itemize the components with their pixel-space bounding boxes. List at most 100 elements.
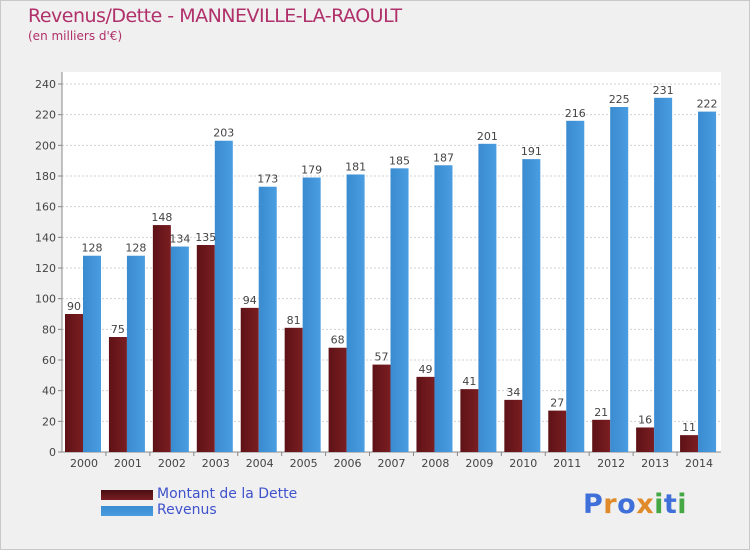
legend-swatch-revenus: [101, 506, 153, 516]
data-label-dette: 27: [550, 397, 564, 410]
data-label-revenus: 231: [653, 84, 674, 97]
bar-revenus: [258, 186, 277, 452]
data-label-dette: 68: [331, 334, 345, 347]
y-tick-label: 60: [42, 354, 56, 367]
x-tick-label: 2008: [421, 457, 449, 470]
bar-dette: [65, 314, 83, 452]
bar-dette: [680, 435, 699, 452]
bar-revenus: [346, 174, 365, 452]
y-tick-label: 80: [42, 323, 56, 336]
data-label-revenus: 173: [257, 173, 278, 186]
x-tick-label: 2004: [246, 457, 274, 470]
y-tick-label: 0: [49, 446, 56, 459]
data-label-revenus: 185: [389, 154, 410, 167]
data-label-revenus: 201: [477, 130, 498, 143]
y-tick-label: 100: [35, 293, 56, 306]
data-label-dette: 135: [195, 231, 216, 244]
bar-dette: [328, 347, 347, 452]
proxiti-logo: Proxiti: [583, 489, 687, 520]
data-label-dette: 148: [151, 211, 172, 224]
x-tick-label: 2001: [114, 457, 142, 470]
y-tick-label: 120: [35, 262, 56, 275]
y-tick-label: 240: [35, 78, 56, 91]
bar-revenus: [698, 111, 717, 452]
bar-dette: [372, 364, 391, 452]
data-label-dette: 81: [287, 314, 301, 327]
bar-dette: [196, 245, 215, 452]
bar-dette: [152, 225, 171, 452]
y-tick-label: 20: [42, 415, 56, 428]
bar-dette: [240, 307, 259, 452]
bar-revenus: [566, 120, 585, 453]
data-label-revenus: 203: [213, 127, 234, 140]
data-label-revenus: 128: [125, 242, 146, 255]
data-label-revenus: 134: [169, 233, 190, 246]
bar-dette: [284, 327, 303, 452]
data-label-revenus: 181: [345, 160, 366, 173]
bar-revenus: [302, 177, 321, 453]
data-label-dette: 16: [638, 413, 652, 426]
x-tick-label: 2002: [158, 457, 186, 470]
x-tick-label: 2011: [553, 457, 581, 470]
x-tick-label: 2007: [378, 457, 406, 470]
bar-dette: [416, 376, 435, 452]
y-tick-label: 220: [35, 109, 56, 122]
x-tick-label: 2012: [597, 457, 625, 470]
bar-revenus: [478, 143, 497, 453]
bar-revenus: [654, 97, 673, 453]
legend-swatch-dette: [101, 490, 153, 500]
bar-revenus: [522, 159, 541, 452]
logo-letter: r: [603, 489, 618, 520]
data-label-dette: 90: [67, 300, 81, 313]
bar-dette: [592, 419, 611, 452]
x-tick-label: 2013: [641, 457, 669, 470]
chart-subtitle: (en milliers d'€): [28, 29, 123, 43]
x-tick-label: 2006: [334, 457, 362, 470]
bar-dette: [460, 389, 479, 452]
bar-revenus: [126, 255, 145, 452]
x-tick-label: 2014: [685, 457, 713, 470]
y-tick-label: 140: [35, 231, 56, 244]
bar-revenus: [390, 168, 409, 453]
bar-revenus: [170, 246, 189, 452]
chart-title: Revenus/Dette - MANNEVILLE-LA-RAOULT: [28, 5, 402, 27]
bar-dette: [504, 399, 523, 452]
x-tick-label: 2010: [509, 457, 537, 470]
bar-revenus: [434, 165, 453, 452]
data-label-dette: 21: [594, 406, 608, 419]
x-tick-label: 2005: [290, 457, 318, 470]
data-label-revenus: 179: [301, 164, 322, 177]
logo-letter: P: [583, 489, 604, 520]
logo-letter: i: [654, 489, 664, 520]
data-label-revenus: 191: [521, 145, 542, 158]
bar-dette: [548, 410, 567, 452]
data-label-revenus: 216: [565, 107, 586, 120]
x-tick-label: 2000: [70, 457, 98, 470]
bar-revenus: [83, 255, 101, 452]
data-label-dette: 41: [462, 375, 476, 388]
y-tick-label: 200: [35, 139, 56, 152]
data-label-dette: 34: [506, 386, 520, 399]
data-label-dette: 57: [375, 351, 389, 364]
logo-letter: i: [677, 489, 688, 520]
data-label-revenus: 187: [433, 151, 454, 164]
y-tick-label: 40: [42, 385, 56, 398]
legend-label-dette: Montant de la Dette: [157, 486, 298, 502]
bar-dette: [636, 427, 655, 452]
bar-dette: [108, 337, 127, 452]
x-tick-label: 2003: [202, 457, 230, 470]
data-label-revenus: 225: [609, 93, 630, 106]
data-label-dette: 49: [418, 363, 432, 376]
bar-revenus: [214, 140, 233, 452]
data-label-revenus: 128: [82, 242, 103, 255]
logo-letter: o: [617, 489, 637, 520]
x-tick-label: 2009: [465, 457, 493, 470]
data-label-dette: 94: [243, 294, 257, 307]
y-tick-label: 180: [35, 170, 56, 183]
bar-revenus: [610, 107, 629, 452]
logo-letter: x: [636, 489, 655, 520]
y-tick-label: 160: [35, 201, 56, 214]
data-label-dette: 75: [111, 323, 125, 336]
